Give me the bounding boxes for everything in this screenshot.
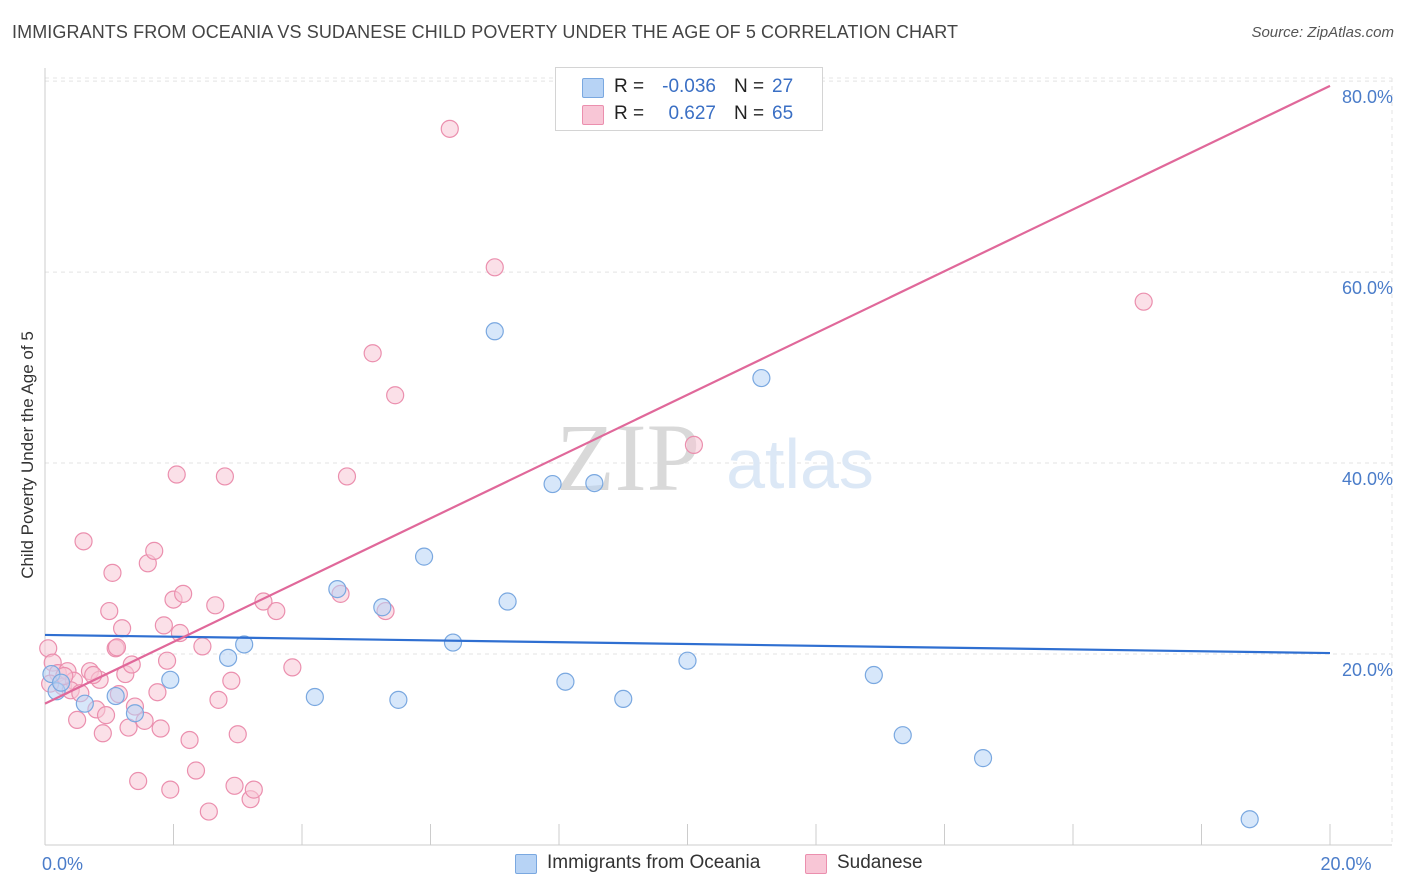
point-sudanese [199, 802, 218, 821]
point-sudanese [228, 725, 247, 744]
point-sudanese [145, 541, 164, 560]
point-oceania [485, 322, 504, 341]
point-oceania [556, 672, 575, 691]
legend-n-value: 27 [772, 76, 794, 97]
point-sudanese [180, 730, 199, 750]
legend-n-label: N = [734, 103, 765, 124]
point-sudanese [222, 671, 241, 690]
point-oceania [75, 694, 94, 713]
x-tick-label: 0.0% [42, 854, 83, 874]
point-oceania [498, 592, 517, 611]
point-sudanese [174, 584, 193, 603]
point-oceania [51, 673, 71, 692]
y-tick-label: 80.0% [1342, 87, 1393, 107]
tick-labels: 20.0% 40.0% 60.0% 80.0% 0.0% 20.0% [42, 87, 1393, 874]
y-tick-label: 20.0% [1342, 660, 1393, 680]
chart-title: IMMIGRANTS FROM OCEANIA VS SUDANESE CHIL… [12, 22, 959, 42]
series-legend-swatch-oceania [515, 854, 537, 874]
point-sudanese [161, 780, 180, 799]
point-sudanese [386, 386, 405, 405]
point-sudanese [129, 771, 148, 791]
legend-n-label: N = [734, 76, 765, 97]
y-tick-label: 40.0% [1342, 469, 1393, 489]
point-oceania [389, 690, 408, 709]
point-oceania [235, 635, 254, 654]
point-sudanese [485, 258, 504, 277]
legend-r-label: R = [614, 103, 645, 124]
point-oceania [678, 651, 697, 670]
trend-lines [44, 84, 1331, 705]
point-oceania [443, 633, 463, 652]
legend-n-value: 65 [772, 103, 794, 124]
legend-r-value: -0.036 [662, 76, 716, 97]
point-sudanese [148, 683, 167, 702]
point-oceania [614, 689, 633, 709]
series-legend: Immigrants from Oceania Sudanese [0, 852, 1406, 878]
watermark-atlas: atlas [726, 425, 874, 503]
axes [44, 68, 1392, 846]
watermark-zip: ZIP [556, 404, 700, 511]
point-oceania [305, 687, 324, 707]
point-sudanese [206, 596, 225, 615]
gridlines [45, 77, 1393, 845]
point-oceania [328, 579, 347, 599]
legend-r-value: 0.627 [668, 103, 716, 124]
point-sudanese [100, 601, 119, 621]
point-sudanese [440, 119, 459, 138]
point-sudanese [112, 619, 132, 638]
x-tick-label: 20.0% [1320, 854, 1371, 874]
point-sudanese [68, 710, 87, 730]
point-oceania [106, 686, 125, 706]
series-legend-label-oceania: Immigrants from Oceania [547, 852, 761, 873]
point-sudanese [103, 563, 122, 582]
point-oceania [414, 547, 434, 566]
point-oceania [973, 749, 993, 768]
watermark: ZIP atlas [556, 404, 874, 511]
point-sudanese [157, 651, 177, 670]
point-sudanese [684, 435, 704, 455]
legend-swatch-oceania [582, 78, 604, 98]
legend-r-label: R = [614, 76, 645, 97]
point-sudanese [337, 467, 357, 486]
point-sudanese [151, 719, 170, 738]
point-oceania [1240, 810, 1259, 829]
legend-swatch-sudanese [582, 105, 604, 125]
point-oceania [585, 474, 604, 493]
legend: R = -0.036 N = 27 R = 0.627 N = 65 [555, 67, 823, 131]
point-oceania [161, 670, 180, 689]
point-oceania [373, 598, 392, 617]
point-oceania [752, 368, 771, 388]
point-sudanese [186, 761, 206, 780]
point-sudanese [154, 616, 173, 635]
point-sudanese [363, 344, 382, 363]
point-sudanese [209, 690, 228, 709]
point-sudanese [107, 638, 127, 657]
point-sudanese [225, 776, 244, 795]
point-sudanese [283, 658, 302, 677]
series-legend-label-sudanese: Sudanese [837, 852, 923, 873]
source-credit: Source: ZipAtlas.com [1251, 24, 1394, 41]
point-sudanese [215, 467, 234, 486]
point-oceania [864, 665, 883, 685]
point-sudanese [267, 601, 286, 621]
point-sudanese [93, 724, 112, 743]
point-oceania [219, 648, 238, 667]
point-sudanese [193, 637, 212, 656]
point-oceania [543, 474, 562, 494]
point-sudanese [96, 706, 116, 725]
trend-line-sudanese [44, 84, 1331, 705]
series-oceania-points [42, 322, 1259, 829]
point-sudanese [167, 465, 186, 484]
point-oceania [893, 726, 912, 745]
series-legend-swatch-sudanese [805, 854, 827, 874]
point-sudanese [74, 532, 93, 551]
point-sudanese [1134, 292, 1153, 311]
trend-line-oceania [44, 633, 1331, 655]
y-tick-label: 60.0% [1342, 278, 1393, 298]
point-oceania [125, 704, 145, 723]
point-sudanese [244, 780, 263, 799]
